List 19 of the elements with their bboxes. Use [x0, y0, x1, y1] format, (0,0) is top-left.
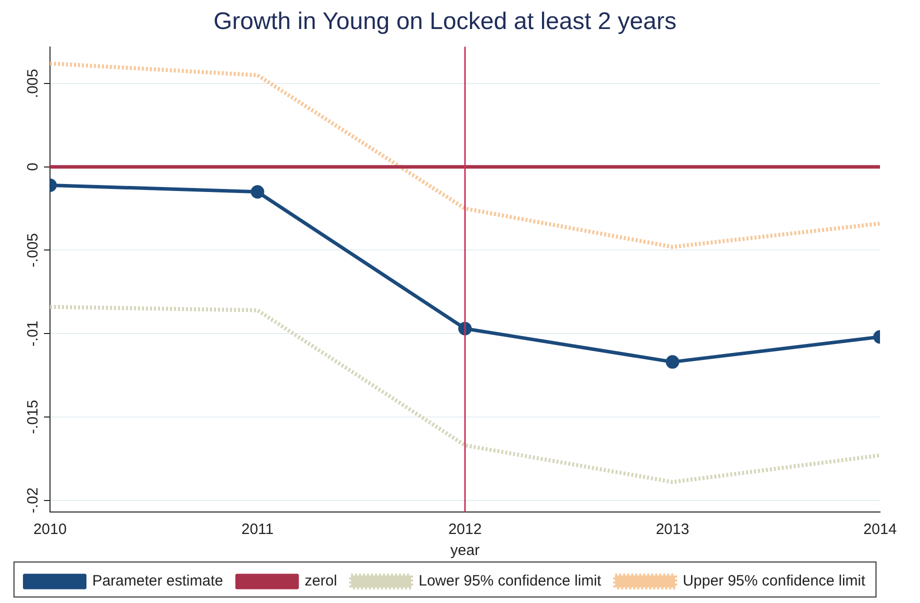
legend-label: Upper 95% confidence limit — [682, 572, 866, 590]
y-tick-label: 0 — [24, 162, 42, 172]
line-series — [50, 304, 880, 484]
x-tick-label: 2011 — [241, 521, 274, 538]
legend-label: zerol — [304, 572, 338, 590]
legend-label: Parameter estimate — [92, 572, 224, 590]
x-tick-label: 2012 — [448, 521, 482, 538]
y-tick-label: -.005 — [24, 233, 42, 268]
y-tick-label: -.015 — [24, 400, 42, 434]
x-tick-label: 2010 — [33, 521, 67, 538]
line-series — [50, 61, 880, 249]
x-tick-label: 2013 — [656, 521, 690, 538]
x-tick-label: 2014 — [863, 521, 897, 538]
x-axis-title: year — [450, 542, 480, 560]
y-tick-label: .005 — [24, 68, 42, 98]
chart-title: Growth in Young on Locked at least 2 years — [214, 8, 676, 36]
y-tick-label: -.01 — [24, 320, 42, 347]
legend-label: Lower 95% confidence limit — [418, 572, 602, 590]
y-tick-label: -.02 — [24, 487, 42, 514]
